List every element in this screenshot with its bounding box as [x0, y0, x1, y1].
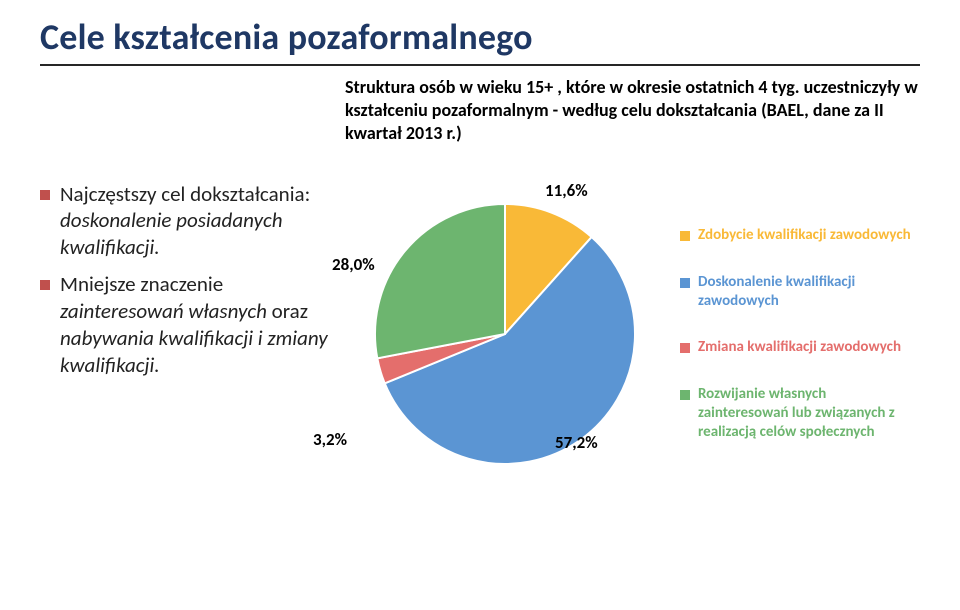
- slide: Cele kształcenia pozaformalnego Najczęst…: [0, 0, 960, 610]
- body: Najczęstszy cel dokształcania: doskonale…: [40, 76, 920, 514]
- pie-slice-label: 57,2%: [555, 432, 598, 453]
- legend-swatch: [680, 278, 690, 288]
- legend-item: Zdobycie kwalifikacji zawodowych: [680, 226, 920, 245]
- bullet-item: Mniejsze znaczenie zainteresowań własnyc…: [40, 271, 335, 379]
- pie-chart: 11,6%57,2%3,2%28,0%: [355, 184, 655, 484]
- chart-subtitle: Struktura osób w wieku 15+ , które w okr…: [345, 76, 920, 146]
- bullet-list: Najczęstszy cel dokształcania: doskonale…: [40, 181, 335, 379]
- legend-item: Rozwijanie własnych zainteresowań lub zw…: [680, 385, 920, 441]
- legend-swatch: [680, 231, 690, 241]
- legend: Zdobycie kwalifikacji zawodowych Doskona…: [655, 226, 920, 441]
- legend-label: Zdobycie kwalifikacji zawodowych: [698, 226, 911, 245]
- legend-swatch: [680, 343, 690, 353]
- pie-slice-label: 11,6%: [545, 180, 588, 201]
- title-rule: [40, 64, 920, 66]
- page-title: Cele kształcenia pozaformalnego: [40, 18, 920, 58]
- legend-label: Rozwijanie własnych zainteresowań lub zw…: [698, 385, 920, 441]
- legend-label: Doskonalenie kwalifikacji zawodowych: [698, 273, 920, 311]
- legend-label: Zmiana kwalifikacji zawodowych: [698, 338, 901, 357]
- bullet-emph: doskonalenie posiadanych kwalifikacji.: [60, 207, 283, 260]
- pie-svg: [355, 184, 655, 484]
- bullet-emph: nabywania kwalifikacji i zmiany kwalifik…: [60, 325, 328, 378]
- pie-slice-label: 3,2%: [313, 429, 347, 450]
- title-block: Cele kształcenia pozaformalnego: [40, 18, 920, 66]
- chart-area: 11,6%57,2%3,2%28,0% Zdobycie kwalifikacj…: [345, 154, 920, 514]
- left-column: Najczęstszy cel dokształcania: doskonale…: [40, 76, 345, 514]
- bullet-emph: zainteresowań własnych: [60, 298, 267, 324]
- legend-item: Doskonalenie kwalifikacji zawodowych: [680, 273, 920, 311]
- right-column: Struktura osób w wieku 15+ , które w okr…: [345, 76, 920, 514]
- pie-slice-label: 28,0%: [332, 254, 375, 275]
- bullet-item: Najczęstszy cel dokształcania: doskonale…: [40, 181, 335, 262]
- legend-item: Zmiana kwalifikacji zawodowych: [680, 338, 920, 357]
- legend-swatch: [680, 390, 690, 400]
